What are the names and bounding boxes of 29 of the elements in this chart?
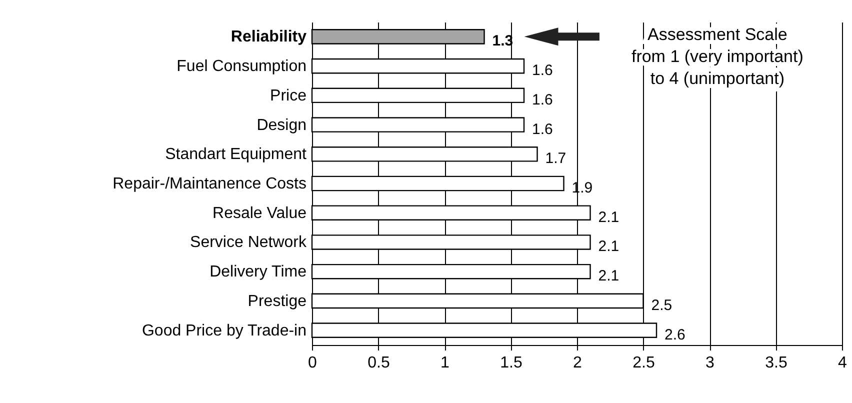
x-tick-label: 0.5 bbox=[368, 354, 390, 372]
data-label: 2.1 bbox=[598, 208, 620, 226]
data-label: 1.6 bbox=[532, 62, 553, 80]
x-tick-label: 2.5 bbox=[632, 354, 655, 372]
x-tick-label: 0 bbox=[308, 354, 318, 372]
x-tick-label: 1 bbox=[440, 354, 450, 372]
y-tick-label: Fuel Consumption bbox=[176, 58, 306, 76]
x-tick-label: 2 bbox=[573, 354, 582, 372]
y-tick-label: Service Network bbox=[190, 234, 308, 252]
y-tick-label: Repair-/Maintanence Costs bbox=[112, 176, 306, 192]
y-tick-label: Resale Value bbox=[212, 204, 307, 222]
data-label: 2.5 bbox=[651, 296, 672, 314]
data-label: 1.7 bbox=[545, 150, 566, 168]
data-label: 1.6 bbox=[532, 91, 553, 108]
x-tick-label: 1.5 bbox=[500, 354, 522, 372]
data-label: 2.1 bbox=[598, 238, 620, 256]
data-label: 1.6 bbox=[532, 120, 553, 138]
y-tick-label: Delivery Time bbox=[210, 264, 307, 281]
y-tick-label: Standart Equipment bbox=[165, 146, 308, 164]
y-tick-label: Prestige bbox=[248, 292, 307, 310]
y-tick-label: Reliability bbox=[230, 28, 307, 46]
x-tick-label: 4 bbox=[838, 354, 848, 372]
data-label: 2.6 bbox=[664, 326, 686, 344]
x-tick-label: 3 bbox=[706, 354, 715, 372]
y-tick-label: Design bbox=[256, 116, 306, 134]
y-tick-label: Price bbox=[270, 87, 307, 104]
data-label: 2.1 bbox=[598, 268, 620, 285]
y-tick-label: Good Price by Trade-in bbox=[142, 322, 306, 340]
x-tick-label: 3.5 bbox=[765, 354, 788, 372]
